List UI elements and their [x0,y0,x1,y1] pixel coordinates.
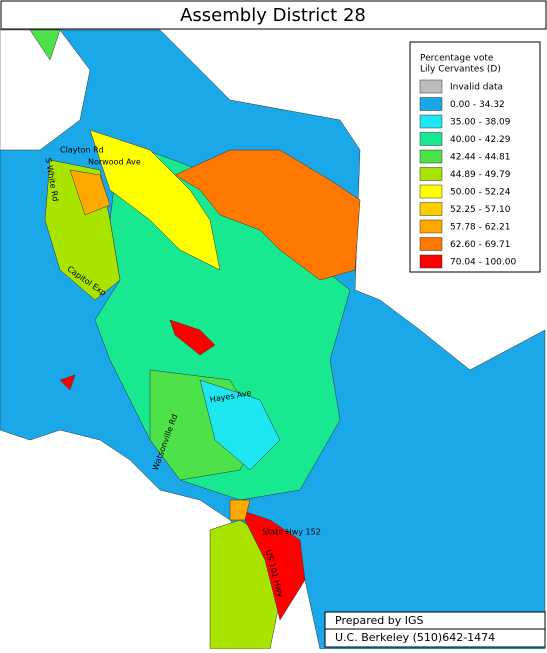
legend-label: 40.00 - 42.29 [450,135,511,145]
legend-label: 50.00 - 52.24 [450,188,511,198]
legend-swatch [419,254,443,269]
street-label: Norwood Ave [88,158,141,167]
region [229,499,251,521]
legend-title: Percentage vote [420,54,494,64]
legend-label: Invalid data [450,83,503,93]
legend-swatch [419,202,443,216]
legend-label: 44.89 - 49.79 [450,170,511,180]
region-red [239,509,306,621]
legend-label: 70.04 - 100.00 [450,258,516,268]
region-cyan [199,379,281,471]
legend-swatch [419,97,443,111]
street-label: Clayton Rd [60,146,104,155]
credit: U.C. Berkeley (510)642-1474 [335,631,495,644]
region [29,29,61,61]
region-yellow [89,129,221,271]
legend-swatch [419,237,443,251]
legend-swatch [419,184,443,199]
legend-label: 62.60 - 69.71 [450,240,511,250]
legend-swatch [419,79,443,94]
region [69,169,111,216]
region-red [59,374,76,391]
legend-swatch [419,167,443,181]
region-orange [174,149,361,281]
legend-title: Lily Cervantes (D) [420,65,501,75]
legend-swatch [419,132,443,146]
legend-swatch [419,114,443,129]
title-bar [0,0,547,30]
title: Assembly District 28 [180,5,366,26]
legend-label: 0.00 - 34.32 [450,100,505,110]
legend-label: 42.44 - 44.81 [450,153,511,163]
street-label: State Hwy 152 [262,528,321,537]
legend-swatch [419,149,443,164]
region-red [169,319,216,356]
legend-label: 52.25 - 57.10 [450,205,511,215]
credit: Prepared by IGS [335,614,423,627]
legend-label: 35.00 - 38.09 [450,118,511,128]
legend-swatch [419,219,443,234]
legend-label: 57.78 - 62.21 [450,223,511,233]
map-regions [0,29,546,650]
